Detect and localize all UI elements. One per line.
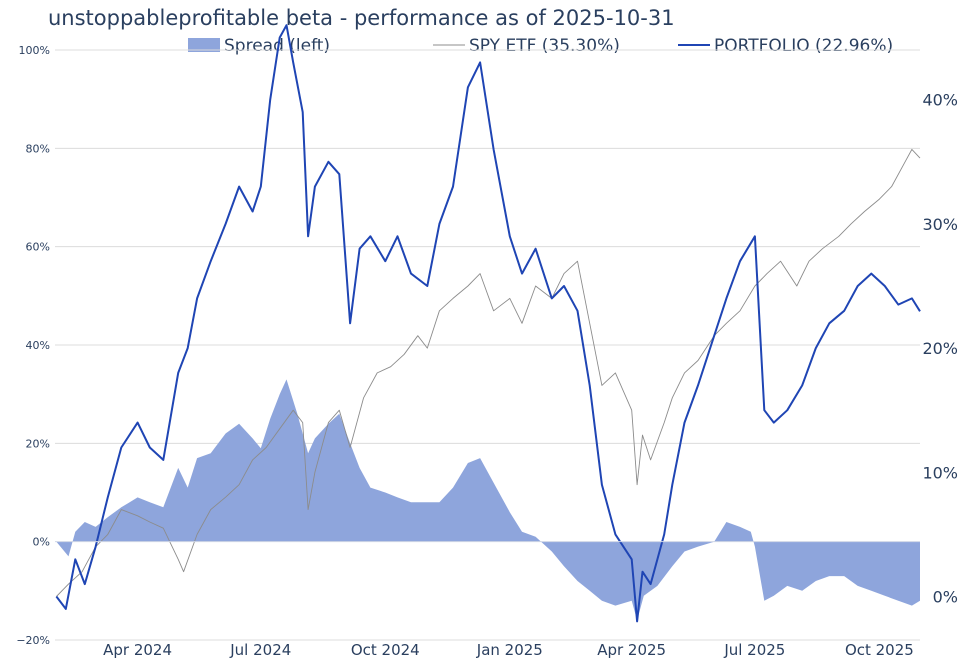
y-left-tick-label: 60% — [26, 241, 50, 254]
y-left-tick-label: 40% — [26, 339, 50, 352]
chart-title: unstoppableprofitable beta - performance… — [48, 6, 675, 30]
y-left-tick-label: 20% — [26, 437, 50, 450]
legend-label-spy: SPY ETF (35.30%) — [469, 36, 620, 56]
y-left-tick-label: 0% — [33, 536, 50, 549]
y-right-tick-label: 10% — [922, 463, 958, 482]
series-spread-area — [56, 379, 920, 621]
y-right-tick-label: 30% — [922, 215, 958, 234]
gridlines — [55, 49, 920, 641]
series-portfolio-line — [55, 24, 921, 623]
x-axis: Apr 2024 Jul 2024 Oct 2024 Jan 2025 Apr 2025… — [103, 641, 914, 659]
plot-area — [55, 24, 921, 623]
x-tick-label: Apr 2025 — [597, 641, 666, 659]
legend-swatch-spread — [188, 38, 220, 52]
x-tick-label: Jul 2025 — [723, 641, 785, 659]
y-right-tick-label: 20% — [922, 339, 958, 358]
y-left-tick-label: 80% — [26, 142, 50, 155]
y-right-tick-label: 40% — [922, 91, 958, 110]
left-axis: −20% 0% 20% 40% 60% 80% 100% — [16, 44, 50, 647]
x-tick-label: Jan 2025 — [476, 641, 543, 659]
y-left-tick-label: 100% — [19, 44, 50, 57]
x-tick-label: Apr 2024 — [103, 641, 172, 659]
x-tick-label: Jul 2024 — [229, 641, 291, 659]
x-tick-label: Oct 2025 — [845, 641, 914, 659]
y-right-tick-label: 0% — [933, 588, 958, 607]
legend: Spread (left) SPY ETF (35.30%) PORTFOLIO… — [188, 36, 893, 56]
legend-label-spread: Spread (left) — [224, 36, 330, 56]
right-axis: 0% 10% 20% 30% 40% — [922, 91, 958, 607]
y-left-tick-label: −20% — [16, 634, 50, 647]
series-spy-line — [56, 148, 921, 597]
legend-label-portfolio: PORTFOLIO (22.96%) — [714, 36, 893, 56]
x-tick-label: Oct 2024 — [351, 641, 420, 659]
